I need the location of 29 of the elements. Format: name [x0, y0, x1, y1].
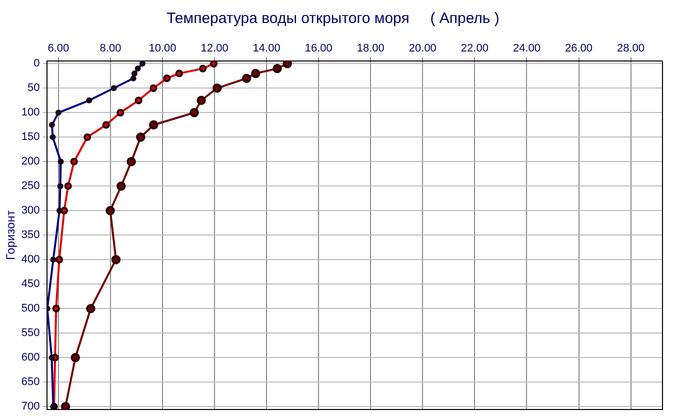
x-tick-label: 8.00 [100, 42, 122, 55]
y-tick-label: 550 [21, 327, 40, 340]
y-tick-label: 200 [21, 156, 40, 168]
chart-title: Температура воды открытого моря ( Апрель ) [166, 10, 500, 28]
x-tick-label: 14.00 [252, 42, 280, 55]
y-tick-label: 150 [21, 131, 40, 144]
x-tick-label: 16.00 [304, 42, 332, 55]
x-tick-label: 28.00 [617, 42, 645, 55]
x-tick-label: 26.00 [564, 42, 593, 55]
y-tick-label: 600 [21, 352, 40, 364]
x-tick-label: 22.00 [460, 42, 488, 55]
y-tick-label: 300 [21, 204, 40, 217]
y-axis-title: Горизонт [4, 210, 18, 260]
y-tick-label: 400 [21, 254, 40, 266]
x-tick-label: 20.00 [408, 42, 436, 55]
y-tick-label: 500 [21, 302, 40, 315]
y-tick-label: 350 [21, 229, 40, 242]
y-tick-label: 700 [21, 400, 40, 413]
x-tick-label: 24.00 [512, 42, 540, 55]
y-tick-label: 50 [28, 82, 40, 94]
y-tick-label: 250 [21, 180, 40, 192]
y-tick-label: 650 [21, 376, 40, 388]
x-tick-label: 10.00 [148, 42, 176, 55]
x-tick-label: 6.00 [48, 42, 70, 55]
x-tick-label: 18.00 [356, 42, 384, 55]
x-tick-label: 12.00 [200, 42, 228, 55]
y-tick-label: 100 [21, 106, 40, 119]
y-tick-label: 450 [21, 278, 40, 290]
y-tick-label: 0 [34, 58, 40, 70]
